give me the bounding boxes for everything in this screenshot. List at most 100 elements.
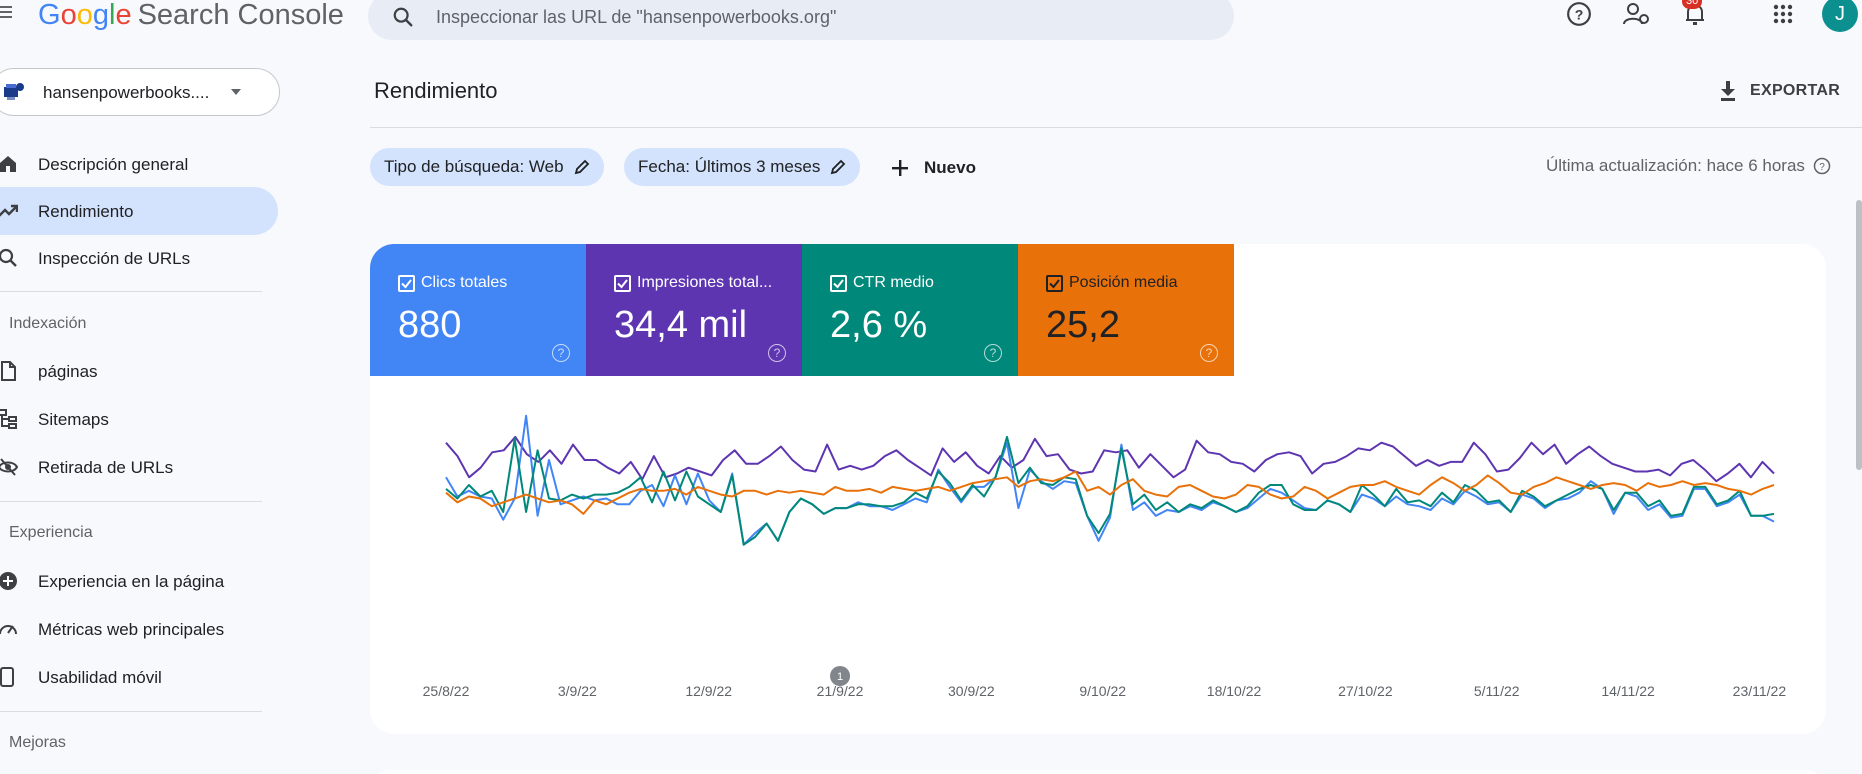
x-tick-label: 25/8/22 [423,683,470,699]
series-line [445,414,1775,546]
metric-value: 34,4 mil [614,304,748,346]
help-icon[interactable]: ? [768,344,786,362]
sidebar-item-label: Retirada de URLs [38,458,174,477]
x-tick-label: 3/9/22 [558,683,597,699]
x-tick-label: 14/11/22 [1601,683,1655,699]
sidebar-item-url-inspection[interactable]: Inspección de URLs [0,234,278,282]
sidebar-item-label: Métricas web principales [38,620,225,639]
sidebar-item-label: Usabilidad móvil [38,668,162,687]
sidebar-item-mobile-usability[interactable]: Usabilidad móvil [0,653,278,701]
performance-line-chart[interactable]: 1 25/8/22 3/9/22 12/9/22 21/9/22 30/9/22 9/10/… [370,376,1826,734]
help-icon[interactable]: ? [1564,0,1594,28]
product-logo[interactable]: Google Search Console [38,0,344,30]
search-icon [393,7,413,27]
download-icon [1721,81,1735,101]
performance-card: Clics totales 880 ? Impresiones total...… [370,244,1826,734]
sidebar-item-performance[interactable]: Rendimiento [0,187,278,235]
edit-icon [831,159,846,175]
page-scrollbar[interactable] [1856,200,1862,470]
url-inspect-search[interactable] [368,0,1234,40]
avatar[interactable]: J [1822,0,1858,32]
logo-letter: l [108,0,116,31]
menu-icon[interactable] [0,0,22,26]
series-line [445,470,1775,515]
logo-letter: g [92,0,109,31]
sidebar-item-pages[interactable]: páginas [0,347,278,395]
sidebar-divider [0,711,262,712]
metric-value: 2,6 % [830,304,928,346]
checkbox-icon[interactable] [1046,274,1063,292]
sidebar-item-page-experience[interactable]: Experiencia en la página [0,557,278,605]
help-icon[interactable]: ? [1200,344,1218,362]
apps-grid-icon[interactable] [1768,0,1798,28]
metric-total-impressions[interactable]: Impresiones total... 34,4 mil ? [586,244,802,376]
metric-label: Posición media [1069,274,1178,291]
section-title-indexing: Indexación [9,315,87,332]
series-line [445,435,1775,483]
filter-chip-search-type[interactable]: Tipo de búsqueda: Web [370,148,604,186]
sidebar-divider [0,291,262,292]
logo-letter: G [38,0,61,31]
next-card [370,770,1826,774]
metric-average-position[interactable]: Posición media 25,2 ? [1018,244,1234,376]
series-line [445,435,1775,546]
logo-product-name: Search Console [137,0,344,31]
export-button[interactable]: EXPORTAR [1720,76,1840,106]
last-update-status: Última actualización: hace 6 horas ? [1546,156,1831,176]
x-tick-label: 30/9/22 [948,683,995,699]
sidebar-item-label: páginas [38,362,98,381]
sidebar-item-overview[interactable]: Descripción general [0,140,278,188]
section-title-experience: Experiencia [9,524,93,541]
eye-off-icon [0,458,18,476]
section-title-enhancements: Mejoras [9,734,66,751]
sidebar-item-url-removal[interactable]: Retirada de URLs [0,443,278,491]
checkbox-icon[interactable] [614,274,631,292]
metric-total-clicks[interactable]: Clics totales 880 ? [370,244,586,376]
help-icon[interactable]: ? [1813,157,1831,175]
filter-chip-label: Tipo de búsqueda: Web [384,157,564,176]
plus-icon [892,160,908,176]
property-name: hansenpowerbooks.... [43,83,210,102]
search-icon [0,248,17,267]
metric-average-ctr[interactable]: CTR medio 2,6 % ? [802,244,1018,376]
sitemap-icon [0,409,17,429]
trending-icon [0,204,18,217]
logo-letter: o [76,0,93,31]
x-tick-label: 18/10/22 [1207,683,1262,699]
home-icon [0,156,16,172]
add-filter-label: Nuevo [924,158,976,177]
notification-count-badge: 30 [1682,0,1703,9]
help-icon[interactable]: ? [984,344,1002,362]
page-title: Rendimiento [374,78,498,103]
speed-icon [0,625,17,635]
chevron-down-icon [231,89,241,95]
phone-icon [0,667,14,687]
filter-chip-label: Fecha: Últimos 3 meses [638,157,821,176]
sidebar-item-sitemaps[interactable]: Sitemaps [0,395,278,443]
property-icon [4,83,24,100]
help-icon[interactable]: ? [552,344,570,362]
sidebar-divider [0,501,262,502]
checkbox-icon[interactable] [830,274,847,292]
sidebar-item-label: Experiencia en la página [38,572,225,591]
metric-label: CTR medio [853,274,934,291]
metric-value: 25,2 [1046,304,1120,346]
export-label: EXPORTAR [1750,82,1841,99]
filter-chip-date[interactable]: Fecha: Últimos 3 meses [624,148,861,186]
pages-icon [1,361,16,381]
checkbox-icon[interactable] [398,274,415,292]
x-tick-label: 21/9/22 [817,683,864,699]
manage-users-icon[interactable] [1622,0,1652,28]
search-input[interactable] [436,2,1196,32]
edit-icon [574,159,589,175]
logo-letter: o [60,0,77,31]
add-filter-button[interactable]: Nuevo [890,152,976,184]
sidebar-item-core-web-vitals[interactable]: Métricas web principales [0,605,278,653]
x-tick-label: 27/10/22 [1338,683,1393,699]
property-selector[interactable]: hansenpowerbooks.... [0,68,280,116]
last-update-text: Última actualización: hace 6 horas [1546,156,1805,175]
metric-label: Impresiones total... [637,274,773,291]
x-tick-label: 23/11/22 [1733,683,1787,699]
annotation-marker[interactable] [830,666,851,686]
